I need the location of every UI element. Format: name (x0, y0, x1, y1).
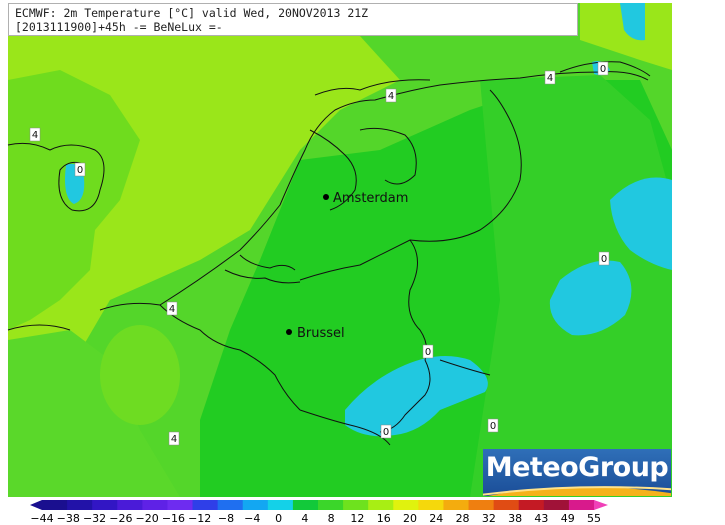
svg-text:0: 0 (601, 254, 607, 265)
svg-text:0: 0 (425, 347, 431, 358)
legend-tick-label: 28 (455, 512, 470, 525)
svg-text:4: 4 (32, 130, 38, 141)
legend-tick-label: 38 (508, 512, 523, 525)
map-header: ECMWF: 2m Temperature [°C] valid Wed, 20… (8, 3, 578, 36)
legend-arrow-right (594, 500, 608, 510)
legend-swatch (142, 500, 168, 510)
legend-swatch (92, 500, 118, 510)
legend-tick-label: −44 (30, 512, 54, 525)
temp-zone-south-west (8, 330, 180, 497)
contour-label: 4 (544, 70, 556, 85)
legend-tick-label: 20 (403, 512, 417, 525)
svg-text:0: 0 (490, 421, 496, 432)
contour-label: 0 (487, 418, 499, 433)
city-label-amsterdam: Amsterdam (333, 191, 408, 206)
svg-text:4: 4 (547, 73, 553, 84)
legend-tick-label: 12 (350, 512, 365, 525)
legend-swatch (368, 500, 394, 510)
legend-swatch (242, 500, 269, 510)
svg-text:0: 0 (77, 165, 83, 176)
logo-text: MeteoGroup (485, 452, 669, 483)
legend-swatch (292, 500, 319, 510)
contour-label: 4 (385, 88, 397, 103)
legend-tick-label: 24 (429, 512, 444, 525)
legend-labels: −44 −38 −32 −26 −20 −16 −12 −8 −4 0 4 8 12 16 20 24 28 32… (0, 512, 725, 525)
map-subtitle: [2013111900]+45h -= BeNeLux =- (15, 20, 223, 34)
legend-tick-label: −32 (82, 512, 107, 525)
cold-zone-germany (549, 260, 632, 336)
legend-swatch (67, 500, 93, 510)
svg-text:4: 4 (388, 91, 394, 102)
legend-swatch (42, 500, 68, 510)
legend-swatch (192, 500, 219, 510)
legend-tick-label: 0 (275, 512, 283, 525)
legend-swatch (318, 500, 344, 510)
contour-label: 0 (380, 424, 392, 439)
meteogroup-logo: MeteoGroup (483, 449, 671, 496)
temp-zone-south-light (100, 325, 180, 425)
legend-swatch (267, 500, 294, 510)
logo-swoosh (483, 486, 671, 496)
legend-tick-label: 49 (560, 512, 575, 525)
legend-swatch (568, 500, 595, 510)
legend-tick-label: −26 (109, 512, 133, 525)
amsterdam-dot (323, 194, 329, 200)
contour-labels: 4 4 4 4 4 0 0 0 0 0 0 (29, 61, 610, 446)
brussel-dot (286, 329, 292, 335)
cold-zone-northeast (620, 3, 645, 41)
legend-swatch (418, 500, 444, 510)
legend-tick-label: 32 (481, 512, 496, 525)
legend-tick-label: −38 (56, 512, 80, 525)
coastlines-and-borders (7, 61, 651, 446)
legend-swatch (518, 500, 545, 510)
contour-label: 0 (598, 251, 610, 266)
legend-tick-label: 8 (327, 512, 335, 525)
cold-zone-east (610, 177, 672, 270)
contour-label: 0 (422, 344, 434, 359)
legend-colorbar (30, 500, 608, 510)
svg-text:0: 0 (383, 427, 389, 438)
contour-label: 0 (597, 61, 609, 76)
legend-arrow-left (30, 500, 42, 510)
contour-label: 4 (166, 301, 178, 316)
legend-swatch (117, 500, 143, 510)
legend-swatch (167, 500, 194, 510)
legend-tick-label: 55 (587, 512, 601, 525)
city-label-brussel: Brussel (297, 326, 345, 341)
legend-swatch (393, 500, 419, 510)
legend-tick-label: −12 (188, 512, 212, 525)
legend-swatch (543, 500, 570, 510)
legend-swatch (493, 500, 520, 510)
contour-label: 0 (74, 162, 86, 177)
svg-text:0: 0 (600, 64, 606, 75)
legend-tick-label: −20 (135, 512, 159, 525)
legend-tick-label: −16 (161, 512, 186, 525)
contour-label: 4 (168, 431, 180, 446)
legend-tick-label: 4 (301, 512, 309, 525)
contour-label: 4 (29, 127, 41, 142)
cold-zone-ardennes (345, 356, 488, 437)
legend-swatch (343, 500, 369, 510)
legend-tick-label: −4 (244, 512, 261, 525)
legend-tick-label: 43 (534, 512, 549, 525)
map-title: ECMWF: 2m Temperature [°C] valid Wed, 20… (15, 6, 369, 20)
legend-tick-label: 16 (376, 512, 391, 525)
svg-text:4: 4 (171, 434, 177, 445)
legend-swatch (217, 500, 244, 510)
legend-swatch (468, 500, 495, 510)
svg-text:4: 4 (169, 304, 175, 315)
legend-swatch (443, 500, 470, 510)
legend-tick-label: −8 (217, 512, 235, 525)
